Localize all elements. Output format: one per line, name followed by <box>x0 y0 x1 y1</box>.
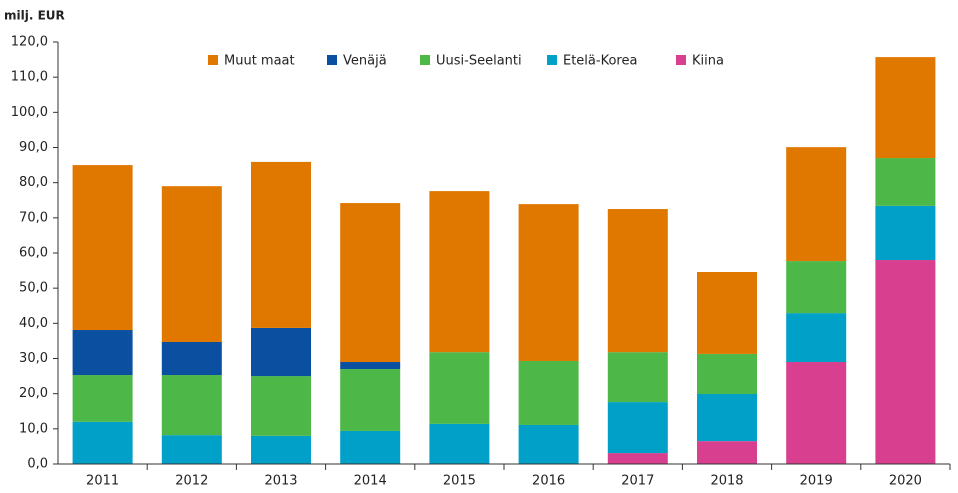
bar-segment <box>251 327 311 377</box>
y-tick-label: 90,0 <box>19 140 48 155</box>
bar-segment <box>786 362 847 464</box>
x-tick-label: 2019 <box>800 474 833 489</box>
y-tick-label: 110,0 <box>11 70 48 85</box>
legend-swatch <box>208 55 218 65</box>
bar-segment <box>518 424 579 464</box>
bar-segment <box>429 191 490 353</box>
bar-segment <box>607 352 668 403</box>
bar-segment <box>161 375 222 436</box>
bar-segment <box>340 369 401 431</box>
bar-segment <box>72 421 133 464</box>
y-tick-label: 60,0 <box>19 246 48 261</box>
bar-segment <box>875 57 936 159</box>
legend-swatch <box>420 55 430 65</box>
y-tick-label: 120,0 <box>11 35 48 50</box>
bar-segment <box>697 271 757 354</box>
x-tick-label: 2015 <box>443 474 476 489</box>
bar-segment <box>607 453 668 464</box>
legend-label: Muut maat <box>224 54 295 69</box>
bar-segment <box>875 158 936 206</box>
bar-segment <box>72 165 133 331</box>
legend-swatch <box>327 55 337 65</box>
y-tick-label: 70,0 <box>19 210 48 225</box>
y-tick-label: 10,0 <box>19 421 48 436</box>
bar-segment <box>786 261 847 314</box>
bar-segment <box>161 186 222 342</box>
bar-segment <box>429 423 490 464</box>
bar-segment <box>518 204 579 361</box>
y-tick-label: 30,0 <box>19 351 48 366</box>
y-tick-label: 100,0 <box>11 105 48 120</box>
bar-segment <box>72 375 133 422</box>
legend-swatch <box>676 55 686 65</box>
bar-segment <box>607 402 668 454</box>
y-tick-label: 50,0 <box>19 281 48 296</box>
bar-segment <box>607 209 668 353</box>
bar-segment <box>340 430 401 464</box>
y-tick-label: 0,0 <box>27 457 48 472</box>
bar-segment <box>340 362 401 370</box>
bar-segment <box>786 147 847 262</box>
y-tick-label: 40,0 <box>19 316 48 331</box>
x-tick-label: 2011 <box>86 474 119 489</box>
bar-segment <box>697 353 757 395</box>
y-axis-label: milj. EUR <box>4 9 65 23</box>
x-tick-label: 2013 <box>264 474 297 489</box>
legend-label: Etelä-Korea <box>563 54 637 69</box>
bar-segment <box>251 161 311 328</box>
bar-segment <box>697 441 757 464</box>
x-tick-label: 2014 <box>354 474 387 489</box>
bar-segment <box>161 435 222 464</box>
bar-segment <box>875 205 936 261</box>
bar-segment <box>429 352 490 424</box>
x-tick-label: 2017 <box>621 474 654 489</box>
x-tick-label: 2020 <box>889 474 922 489</box>
bar-segment <box>72 330 133 376</box>
y-tick-label: 80,0 <box>19 175 48 190</box>
bar-segment <box>251 435 311 464</box>
bar-segment <box>875 260 936 464</box>
bar-segment <box>697 394 757 442</box>
y-tick-label: 20,0 <box>19 386 48 401</box>
legend-swatch <box>547 55 557 65</box>
bar-segment <box>161 341 222 376</box>
bar-segment <box>251 376 311 436</box>
bar-segment <box>340 203 401 363</box>
x-tick-label: 2018 <box>710 474 743 489</box>
x-tick-label: 2016 <box>532 474 565 489</box>
x-tick-label: 2012 <box>175 474 208 489</box>
legend-label: Uusi-Seelanti <box>436 54 522 69</box>
legend-label: Venäjä <box>343 54 387 69</box>
bar-segment <box>786 313 847 363</box>
legend-label: Kiina <box>692 54 724 69</box>
bar-segment <box>518 360 579 425</box>
